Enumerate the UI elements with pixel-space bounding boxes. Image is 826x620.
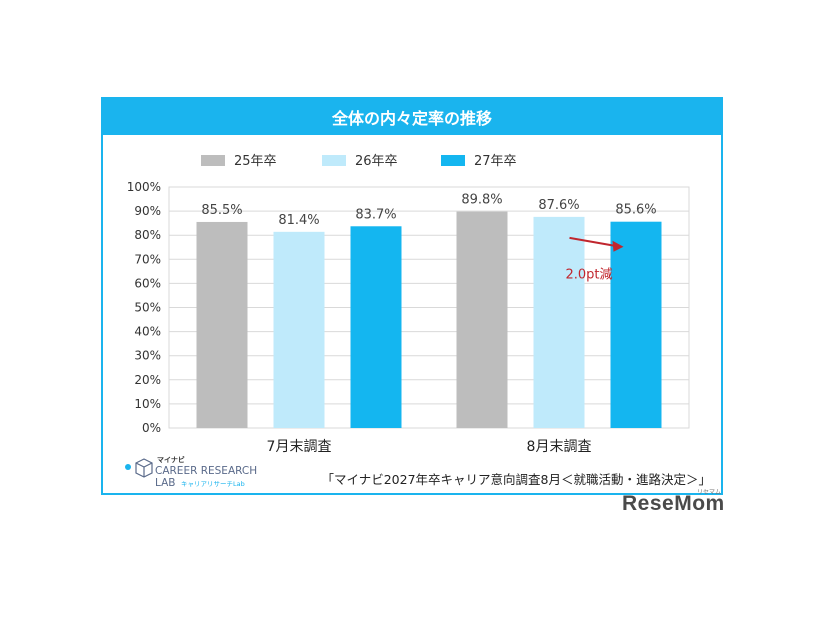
chart-card: 全体の内々定率の推移 0% 10% 20% 30% 40% 50% 60% 70% 80% 90%…: [101, 97, 723, 495]
data-label: 89.8%: [461, 193, 502, 208]
y-tick-label: 40%: [134, 325, 161, 339]
logo-line2: LAB: [155, 477, 175, 489]
career-research-lab-logo: マイナビ CAREER RESEARCH LAB キャリアリサーチLab: [125, 455, 257, 489]
data-label: 83.7%: [355, 207, 396, 222]
source-note: 「マイナビ2027年卒キャリア意向調査8月＜就職活動・進路決定＞」: [321, 472, 711, 487]
bar-chart: 0% 10% 20% 30% 40% 50% 60% 70% 80% 90% 100% 25年卒 26年…: [127, 154, 690, 455]
chart-title: 全体の内々定率の推移: [103, 99, 721, 135]
y-tick-label: 0%: [142, 421, 161, 435]
resemom-watermark: ReseMom: [622, 492, 725, 515]
y-tick-label: 80%: [134, 228, 161, 242]
x-category-label: 7月末調査: [267, 439, 332, 455]
bar: [533, 216, 585, 428]
logo-brand-small: マイナビ: [157, 455, 185, 464]
annotation-arrow-head: [612, 240, 624, 252]
annotation-label: 2.0pt減: [566, 267, 613, 283]
y-tick-label: 60%: [134, 276, 161, 290]
y-tick-label: 50%: [134, 301, 161, 315]
legend-swatch: [201, 155, 225, 166]
bar: [350, 226, 402, 428]
annotation-arrow-line: [569, 236, 615, 247]
data-label: 85.5%: [201, 203, 242, 218]
y-tick-label: 70%: [134, 252, 161, 266]
y-tick-label: 100%: [127, 180, 161, 194]
data-label: 81.4%: [278, 213, 319, 228]
data-label: 87.6%: [538, 198, 579, 213]
legend-label: 27年卒: [474, 154, 517, 169]
data-label: 85.6%: [615, 203, 656, 218]
x-category-label: 8月末調査: [527, 439, 592, 455]
legend-swatch: [441, 155, 465, 166]
bar: [456, 211, 508, 428]
bar: [196, 221, 248, 428]
resemom-watermark-small: リセマム: [697, 490, 722, 496]
legend-label: 25年卒: [234, 154, 277, 169]
y-tick-label: 30%: [134, 349, 161, 363]
y-tick-label: 90%: [134, 204, 161, 218]
y-tick-label: 10%: [134, 397, 161, 411]
bar: [610, 221, 662, 428]
logo-line1: CAREER RESEARCH: [155, 465, 257, 477]
legend-swatch: [322, 155, 346, 166]
y-tick-label: 20%: [134, 373, 161, 387]
logo-sub: キャリアリサーチLab: [181, 480, 245, 488]
legend-label: 26年卒: [355, 154, 398, 169]
bar: [273, 231, 325, 428]
